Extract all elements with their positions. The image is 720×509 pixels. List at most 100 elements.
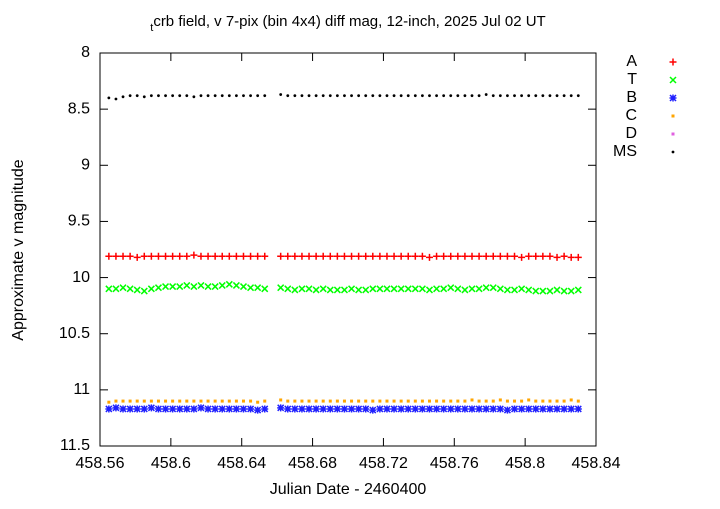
- data-point: [562, 399, 566, 403]
- data-point: [298, 252, 306, 260]
- data-point: [126, 252, 134, 260]
- data-point: [418, 252, 426, 260]
- data-point: [482, 284, 490, 292]
- data-point: [105, 405, 113, 413]
- data-point: [461, 286, 469, 294]
- x-tick-label: 458.56: [76, 455, 125, 472]
- data-point: [178, 94, 182, 98]
- data-point: [176, 405, 184, 413]
- data-point: [392, 94, 396, 98]
- data-point: [348, 252, 356, 260]
- data-point: [286, 94, 290, 98]
- data-point: [397, 285, 405, 293]
- data-point: [162, 252, 170, 260]
- data-point: [411, 405, 419, 413]
- data-point: [154, 284, 162, 292]
- data-point: [498, 94, 502, 98]
- data-point: [461, 405, 469, 413]
- data-point: [119, 284, 127, 292]
- data-point: [482, 405, 490, 413]
- data-point: [560, 252, 568, 260]
- data-point: [261, 252, 269, 260]
- data-point: [133, 286, 141, 294]
- data-point: [328, 399, 332, 403]
- x-tick-label: 458.68: [288, 455, 337, 472]
- data-point: [312, 252, 320, 260]
- data-point: [312, 405, 320, 413]
- data-point: [428, 94, 431, 98]
- data-point: [239, 405, 248, 413]
- data-point: [147, 252, 155, 260]
- data-point: [527, 94, 531, 98]
- data-point: [404, 405, 412, 413]
- data-point: [147, 285, 155, 293]
- data-point: [333, 405, 341, 413]
- data-point: [442, 399, 446, 403]
- data-point: [227, 94, 231, 98]
- data-point: [321, 94, 325, 98]
- data-point: [305, 405, 313, 413]
- data-point: [503, 406, 511, 414]
- legend-label: A: [626, 53, 637, 70]
- data-point: [227, 399, 231, 403]
- data-point: [241, 399, 245, 403]
- data-point: [567, 287, 575, 295]
- data-point: [239, 252, 247, 260]
- data-point: [496, 252, 504, 260]
- data-point: [225, 280, 233, 288]
- data-point: [254, 406, 262, 414]
- data-point: [293, 399, 297, 403]
- data-point: [234, 399, 238, 403]
- data-point: [328, 94, 332, 98]
- data-point: [314, 94, 318, 98]
- data-point: [112, 404, 120, 412]
- data-point: [392, 399, 396, 403]
- legend-marker: [669, 58, 677, 66]
- data-point: [555, 399, 559, 403]
- data-point: [140, 287, 148, 295]
- data-point: [539, 252, 547, 260]
- data-point: [135, 399, 139, 403]
- data-point: [350, 399, 354, 403]
- data-point: [284, 285, 292, 293]
- data-point: [232, 252, 240, 260]
- y-axis-label: Approximate v magnitude: [10, 159, 27, 341]
- data-point: [567, 405, 575, 413]
- data-point: [319, 285, 327, 293]
- y-tick-label: 9.5: [68, 213, 90, 230]
- data-point: [279, 398, 283, 402]
- data-point: [114, 399, 118, 403]
- data-point: [447, 252, 455, 260]
- data-point: [546, 287, 554, 295]
- data-point: [340, 286, 348, 294]
- data-point: [390, 405, 398, 413]
- data-point: [254, 252, 262, 260]
- data-point: [518, 285, 526, 293]
- data-point: [149, 399, 153, 403]
- data-point: [411, 252, 419, 260]
- data-point: [553, 286, 561, 294]
- data-point: [211, 252, 219, 260]
- data-point: [277, 404, 285, 412]
- data-point: [305, 252, 313, 260]
- data-point: [503, 286, 511, 294]
- data-point: [333, 252, 341, 260]
- data-point: [348, 405, 356, 413]
- data-point: [489, 405, 497, 413]
- legend-label: T: [627, 71, 637, 88]
- data-point: [197, 252, 205, 260]
- x-tick-label: 458.72: [359, 455, 408, 472]
- legend-marker: [671, 150, 675, 154]
- data-point: [126, 285, 134, 293]
- y-tick-label: 11: [73, 381, 90, 398]
- data-point: [247, 405, 255, 413]
- data-point: [440, 252, 448, 260]
- data-point: [119, 252, 127, 260]
- data-point: [574, 405, 582, 413]
- data-point: [525, 405, 533, 413]
- data-point: [463, 94, 467, 98]
- data-point: [489, 252, 497, 260]
- x-tick-label: 458.8: [505, 455, 545, 472]
- data-point: [291, 286, 299, 294]
